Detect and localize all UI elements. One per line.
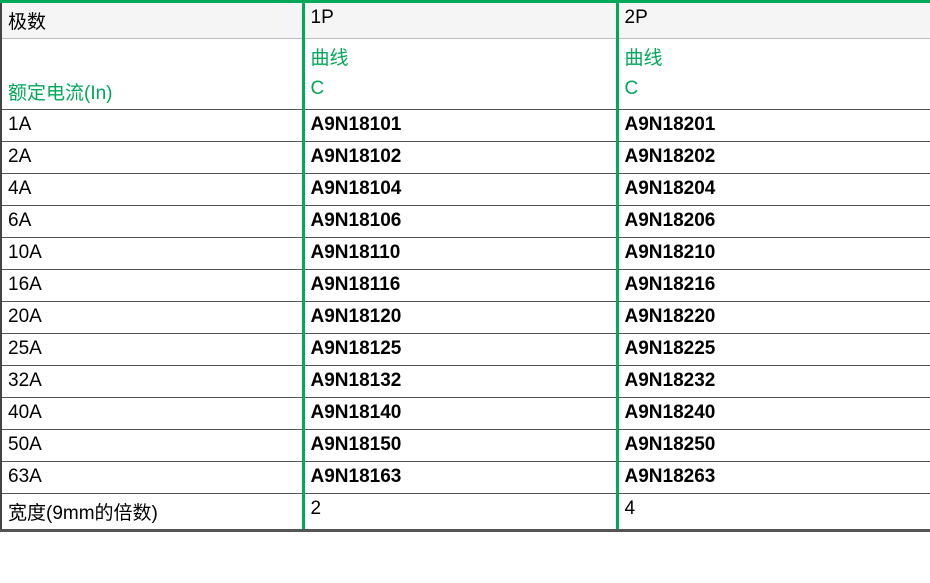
partno-2p-cell: A9N18216 [617, 270, 930, 302]
partno-2p-cell: A9N18206 [617, 206, 930, 238]
header-rated-current: 额定电流(In) [1, 74, 303, 110]
header-c-1p: C [303, 74, 617, 110]
rated-current-cell: 25A [1, 334, 303, 366]
table-row: 6A A9N18106 A9N18206 [1, 206, 930, 238]
table-row: 10A A9N18110 A9N18210 [1, 238, 930, 270]
footer-width-1p: 2 [303, 494, 617, 531]
header-curve-2p: 曲线 [617, 39, 930, 75]
table-row: 20A A9N18120 A9N18220 [1, 302, 930, 334]
table-row: 32A A9N18132 A9N18232 [1, 366, 930, 398]
rated-current-cell: 32A [1, 366, 303, 398]
partno-2p-cell: A9N18202 [617, 142, 930, 174]
header-curve-1p: 曲线 [303, 39, 617, 75]
partno-1p-cell: A9N18104 [303, 174, 617, 206]
rated-current-cell: 50A [1, 430, 303, 462]
footer-width-2p: 4 [617, 494, 930, 531]
partno-1p-cell: A9N18102 [303, 142, 617, 174]
header-2p-label: 2P [617, 2, 930, 39]
rated-current-cell: 4A [1, 174, 303, 206]
header-poles-label: 极数 [1, 2, 303, 39]
rated-current-cell: 6A [1, 206, 303, 238]
table-header-row: 极数 1P 2P [1, 2, 930, 39]
partno-1p-cell: A9N18101 [303, 110, 617, 142]
partno-1p-cell: A9N18120 [303, 302, 617, 334]
header-c-2p: C [617, 74, 930, 110]
partno-1p-cell: A9N18140 [303, 398, 617, 430]
table-row: 50A A9N18150 A9N18250 [1, 430, 930, 462]
footer-width-label: 宽度(9mm的倍数) [1, 494, 303, 531]
partno-1p-cell: A9N18106 [303, 206, 617, 238]
partno-1p-cell: A9N18150 [303, 430, 617, 462]
header-blank [1, 39, 303, 75]
table-header-row: 曲线 曲线 [1, 39, 930, 75]
rated-current-cell: 16A [1, 270, 303, 302]
partno-1p-cell: A9N18163 [303, 462, 617, 494]
partno-2p-cell: A9N18263 [617, 462, 930, 494]
table-row: 40A A9N18140 A9N18240 [1, 398, 930, 430]
rated-current-cell: 2A [1, 142, 303, 174]
partno-1p-cell: A9N18116 [303, 270, 617, 302]
partno-1p-cell: A9N18132 [303, 366, 617, 398]
header-1p-label: 1P [303, 2, 617, 39]
partno-2p-cell: A9N18210 [617, 238, 930, 270]
table-footer-row: 宽度(9mm的倍数) 2 4 [1, 494, 930, 531]
table-row: 1A A9N18101 A9N18201 [1, 110, 930, 142]
partno-2p-cell: A9N18250 [617, 430, 930, 462]
rated-current-cell: 1A [1, 110, 303, 142]
rated-current-cell: 20A [1, 302, 303, 334]
partno-1p-cell: A9N18125 [303, 334, 617, 366]
partno-1p-cell: A9N18110 [303, 238, 617, 270]
table-row: 16A A9N18116 A9N18216 [1, 270, 930, 302]
partno-2p-cell: A9N18220 [617, 302, 930, 334]
partno-2p-cell: A9N18204 [617, 174, 930, 206]
partno-2p-cell: A9N18232 [617, 366, 930, 398]
table-header-row: 额定电流(In) C C [1, 74, 930, 110]
table-row: 25A A9N18125 A9N18225 [1, 334, 930, 366]
rated-current-cell: 40A [1, 398, 303, 430]
partno-2p-cell: A9N18225 [617, 334, 930, 366]
table-row: 4A A9N18104 A9N18204 [1, 174, 930, 206]
table-row: 2A A9N18102 A9N18202 [1, 142, 930, 174]
product-spec-table: 极数 1P 2P 曲线 曲线 额定电流(In) C C 1A A9N18101 … [0, 0, 930, 532]
rated-current-cell: 63A [1, 462, 303, 494]
rated-current-cell: 10A [1, 238, 303, 270]
partno-2p-cell: A9N18240 [617, 398, 930, 430]
partno-2p-cell: A9N18201 [617, 110, 930, 142]
table-row: 63A A9N18163 A9N18263 [1, 462, 930, 494]
